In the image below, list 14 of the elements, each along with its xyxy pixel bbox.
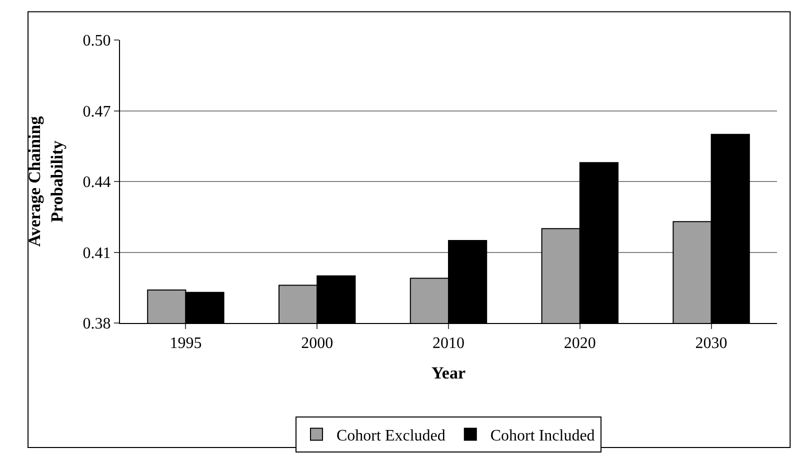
x-tick-label: 2010 bbox=[432, 335, 464, 352]
y-tick-label: 0.47 bbox=[82, 103, 111, 120]
legend-label: Cohort Excluded bbox=[336, 428, 446, 445]
x-tick-label: 2030 bbox=[695, 335, 728, 352]
y-tick-label: 0.50 bbox=[82, 32, 111, 50]
x-tick-label: 2000 bbox=[301, 335, 334, 352]
legend-label: Cohort Included bbox=[490, 428, 595, 445]
x-axis-title: Year bbox=[432, 364, 466, 383]
y-tick-label: 0.41 bbox=[82, 244, 111, 262]
y-tick-label: 0.44 bbox=[82, 174, 111, 192]
x-tick-label: 2020 bbox=[564, 335, 596, 352]
y-axis-title: Average Chaining Probability bbox=[25, 116, 66, 247]
y-tick-label: 0.38 bbox=[82, 316, 111, 333]
x-tick-label: 1995 bbox=[170, 335, 202, 352]
